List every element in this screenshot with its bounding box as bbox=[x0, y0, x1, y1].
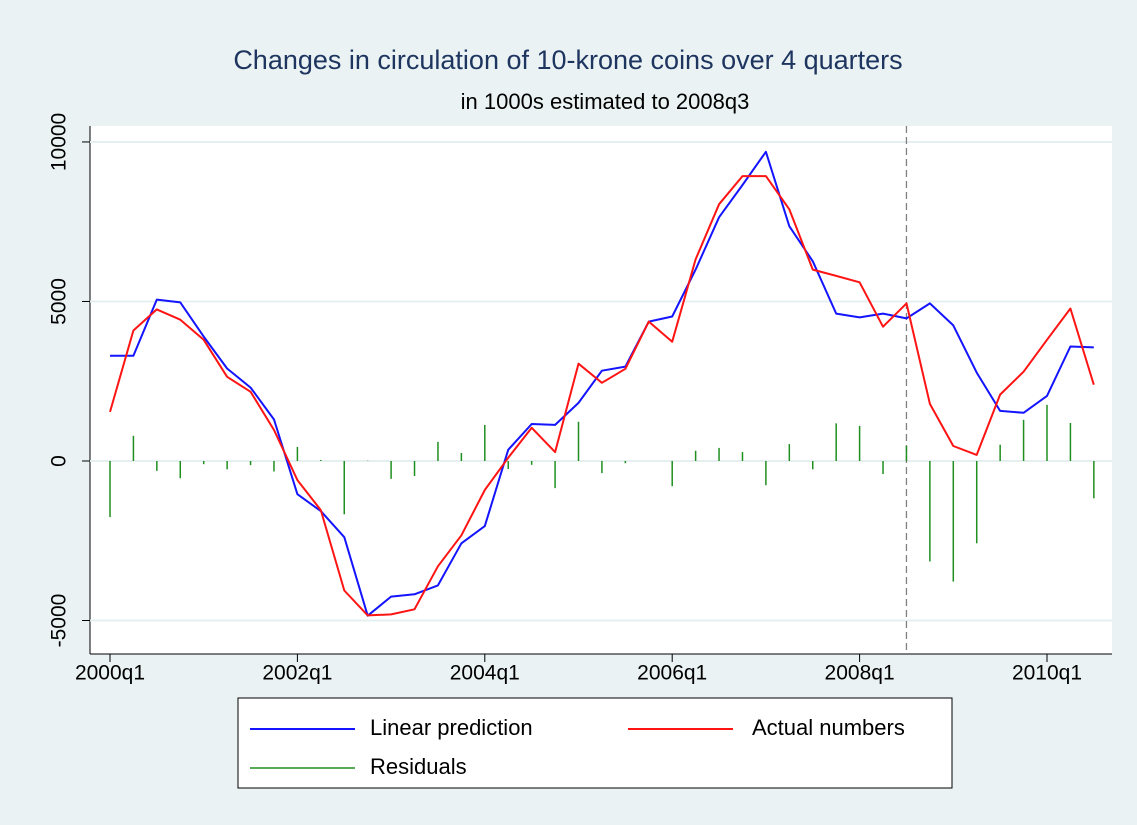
chart-subtitle: in 1000s estimated to 2008q3 bbox=[461, 89, 750, 114]
x-tick-label: 2004q1 bbox=[450, 662, 520, 685]
x-tick-label: 2000q1 bbox=[75, 662, 145, 685]
x-tick-label: 2010q1 bbox=[1012, 662, 1082, 685]
legend-label: Actual numbers bbox=[752, 715, 905, 740]
y-tick-label: 5000 bbox=[48, 278, 71, 325]
legend bbox=[237, 697, 953, 789]
plot-area bbox=[90, 126, 1112, 654]
y-tick-label: 0 bbox=[48, 455, 71, 467]
legend-label: Linear prediction bbox=[370, 715, 533, 740]
series-line bbox=[110, 150, 1094, 617]
legend-label: Residuals bbox=[370, 754, 467, 779]
x-tick-label: 2002q1 bbox=[262, 662, 332, 685]
series-line bbox=[109, 175, 1095, 617]
y-tick-label: 10000 bbox=[48, 113, 71, 171]
chart-title: Changes in circulation of 10-krone coins… bbox=[233, 45, 902, 75]
x-tick-label: 2006q1 bbox=[637, 662, 707, 685]
x-tick-label: 2008q1 bbox=[825, 662, 895, 685]
y-tick-label: -5000 bbox=[48, 594, 71, 648]
